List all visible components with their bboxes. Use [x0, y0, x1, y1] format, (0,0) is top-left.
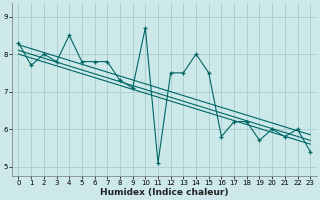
X-axis label: Humidex (Indice chaleur): Humidex (Indice chaleur)	[100, 188, 228, 197]
